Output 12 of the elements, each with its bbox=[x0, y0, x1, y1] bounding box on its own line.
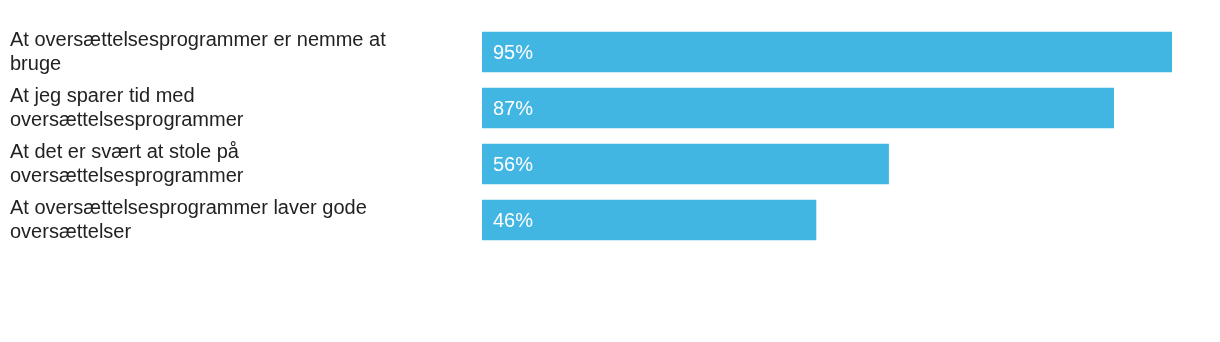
y-tick-label: At oversættelsesprogrammer er nemme at bruge bbox=[10, 27, 387, 74]
y-tick-label: At jeg sparer tid med oversættelsesprogrammer bbox=[10, 83, 244, 130]
data-label: 87% bbox=[493, 96, 534, 119]
bar bbox=[482, 199, 817, 241]
data-label: 56% bbox=[493, 152, 534, 175]
data-label: 46% bbox=[493, 208, 534, 231]
data-label: 95% bbox=[493, 40, 534, 63]
y-tick-label: At oversættelsesprogrammer laver gode oversættelser bbox=[10, 195, 367, 242]
bar bbox=[482, 143, 889, 185]
y-tick-label: At det er svært at stole på oversættelsesprogrammer bbox=[10, 139, 244, 186]
bar bbox=[482, 31, 1173, 73]
bar bbox=[482, 87, 1114, 129]
